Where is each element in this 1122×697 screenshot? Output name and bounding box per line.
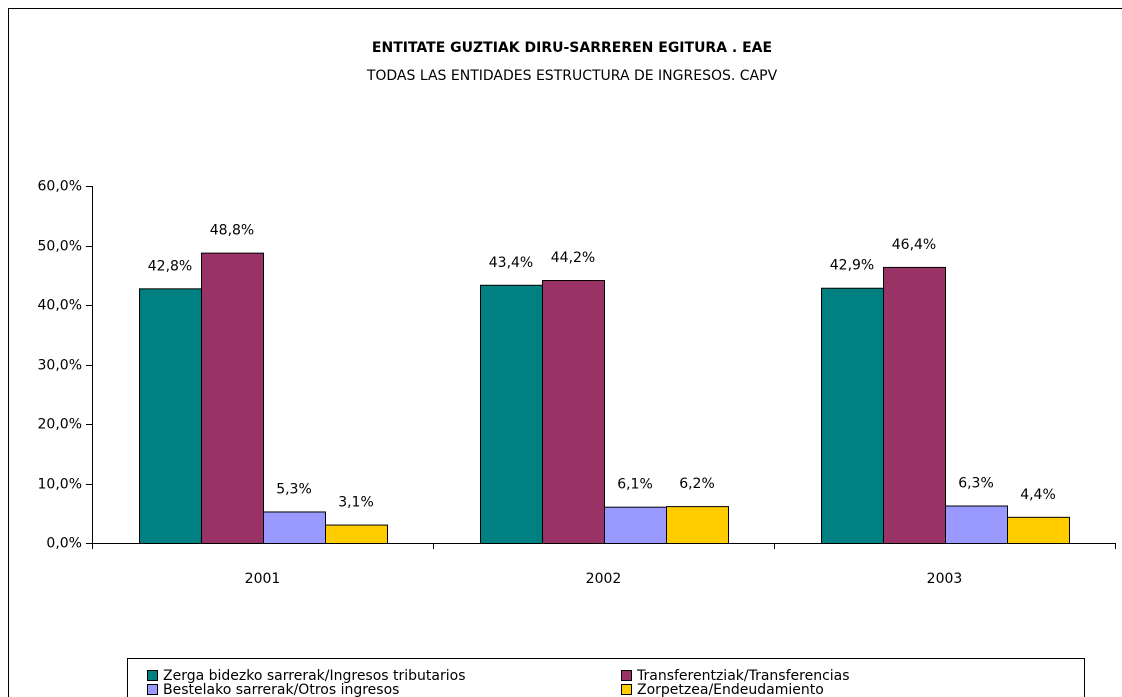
bar	[604, 506, 667, 544]
bar	[945, 505, 1008, 545]
legend-box	[127, 658, 1085, 697]
bar	[883, 266, 946, 544]
legend-label: Zorpetzea/Endeudamiento	[637, 682, 824, 697]
y-tick-label: 10,0%	[38, 477, 82, 493]
value-label: 6,3%	[958, 476, 994, 492]
bar	[480, 284, 543, 544]
bar	[666, 506, 729, 544]
legend-label: Zerga bidezko sarrerak/Ingresos tributar…	[163, 668, 466, 684]
legend-swatch	[621, 670, 632, 681]
bar	[1007, 516, 1070, 545]
y-tick-label: 20,0%	[38, 417, 82, 433]
y-tick-label: 60,0%	[38, 179, 82, 195]
value-label: 6,2%	[679, 476, 715, 492]
value-label: 6,1%	[617, 477, 653, 493]
value-label: 43,4%	[489, 255, 533, 271]
legend-swatch	[621, 684, 632, 695]
value-label: 3,1%	[338, 495, 374, 511]
bar	[263, 511, 326, 544]
value-label: 4,4%	[1020, 487, 1056, 503]
chart-subtitle: TODAS LAS ENTIDADES ESTRUCTURA DE INGRES…	[366, 68, 778, 84]
x-tick-label: 2001	[245, 571, 281, 587]
legend-label: Transferentziak/Transferencias	[636, 668, 850, 684]
legend-label: Bestelako sarrerak/Otros ingresos	[163, 682, 399, 697]
x-tick-label: 2003	[927, 571, 963, 587]
bar	[201, 252, 264, 544]
y-tick-label: 40,0%	[38, 298, 82, 314]
legend-swatch	[147, 684, 158, 695]
bar	[542, 280, 605, 544]
y-tick-label: 30,0%	[38, 358, 82, 374]
bar	[821, 287, 884, 544]
bar	[139, 288, 202, 544]
x-tick-label: 2002	[586, 571, 622, 587]
value-label: 5,3%	[276, 481, 312, 497]
y-tick-label: 50,0%	[38, 239, 82, 255]
value-label: 46,4%	[892, 237, 936, 253]
value-label: 44,2%	[551, 250, 595, 266]
chart-title: ENTITATE GUZTIAK DIRU-SARREREN EGITURA .…	[372, 40, 772, 56]
y-tick-label: 0,0%	[46, 536, 82, 552]
value-label: 42,9%	[830, 258, 874, 274]
value-label: 42,8%	[148, 258, 192, 274]
value-label: 48,8%	[210, 223, 254, 239]
bar	[325, 524, 388, 544]
legend-swatch	[147, 670, 158, 681]
